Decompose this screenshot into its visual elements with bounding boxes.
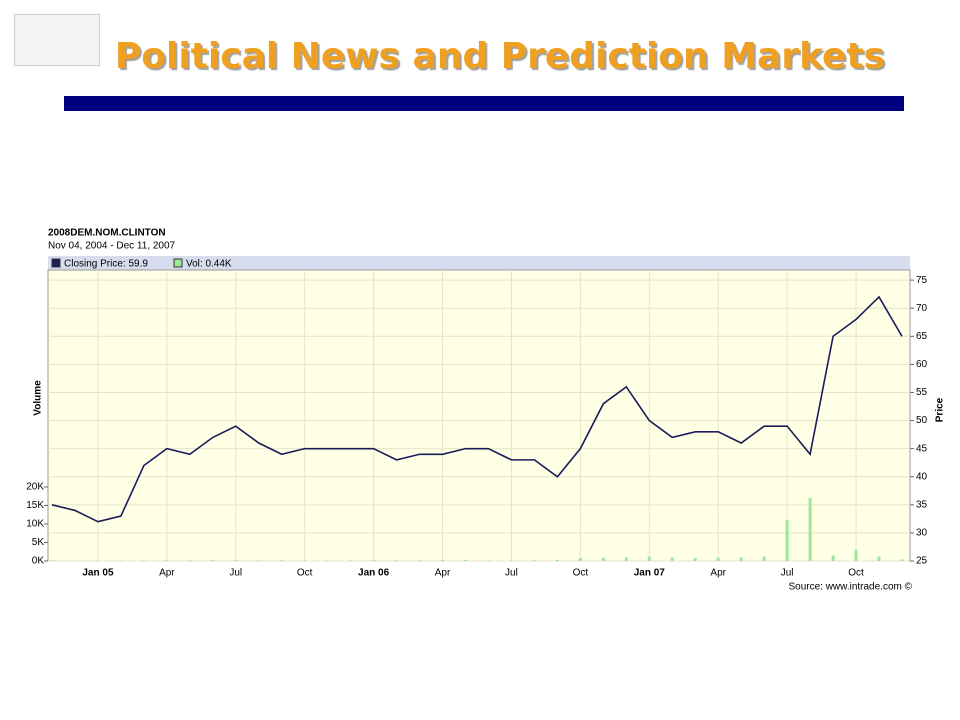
y-tick-label: 70 <box>916 303 928 314</box>
volume-bar <box>716 557 720 561</box>
source: Source: www.intrade.com © <box>788 582 912 593</box>
volume-bar <box>441 560 445 561</box>
feedback-thumbnail <box>14 14 100 66</box>
volume-bar <box>73 560 77 561</box>
volume-bar <box>486 560 490 561</box>
slide-title: Political News and Prediction Markets <box>114 36 886 77</box>
x-tick-label: Jul <box>505 568 518 579</box>
x-tick-label: Jan 07 <box>634 568 666 579</box>
volume-bar <box>349 560 353 561</box>
y2-tick-label: 0K <box>32 556 45 567</box>
volume-bar <box>831 555 835 561</box>
x-tick-label: Apr <box>710 568 726 579</box>
volume-bar <box>257 560 261 561</box>
legend-label: Vol: 0.44K <box>186 259 232 270</box>
volume-bar <box>739 557 743 561</box>
x-tick-label: Jan 06 <box>358 568 390 579</box>
volume-bar <box>119 560 123 561</box>
legend-band <box>48 256 910 270</box>
volume-bar <box>900 559 904 561</box>
volume-bar <box>647 556 651 561</box>
volume-bar <box>303 560 307 561</box>
x-tick-label: Oct <box>297 568 313 579</box>
y2-axis-label: Volume <box>33 380 44 416</box>
volume-bar <box>395 560 399 561</box>
y-axis-label: Price <box>935 397 946 422</box>
volume-bar <box>96 560 100 561</box>
volume-bar <box>464 559 468 561</box>
legend-swatch <box>51 258 61 268</box>
legend-label: Closing Price: 59.9 <box>64 259 148 270</box>
price-line <box>51 295 903 523</box>
volume-bar <box>234 560 238 561</box>
y-tick-label: 50 <box>916 415 928 426</box>
volume-bar <box>372 560 376 561</box>
y2-tick-label: 10K <box>26 519 44 530</box>
y-tick-label: 75 <box>916 275 928 286</box>
x-tick-label: Apr <box>435 568 451 579</box>
title-bar <box>64 96 904 111</box>
volume-bar <box>854 549 858 561</box>
plot-area <box>47 269 911 562</box>
volume-bar <box>532 560 536 561</box>
volume-bar <box>624 557 628 561</box>
volume-bar <box>280 560 284 561</box>
y-tick-label: 65 <box>916 331 928 342</box>
volume-bar <box>142 560 146 561</box>
volume-bar <box>50 560 54 561</box>
volume-bar <box>877 556 881 561</box>
legend-swatch <box>173 258 183 268</box>
volume-bar <box>509 560 513 561</box>
y-tick-label: 35 <box>916 499 928 510</box>
y2-tick-label: 5K <box>32 537 45 548</box>
y-tick-label: 60 <box>916 359 928 370</box>
volume-bar <box>188 560 192 561</box>
volume-bar <box>785 520 789 561</box>
volume-bar <box>555 559 559 561</box>
x-tick-label: Oct <box>848 568 864 579</box>
y-tick-label: 45 <box>916 443 928 454</box>
x-tick-label: Oct <box>573 568 589 579</box>
y-tick-label: 30 <box>916 528 928 539</box>
y-tick-label: 55 <box>916 387 928 398</box>
volume-bar <box>762 556 766 561</box>
y2-tick-label: 20K <box>26 482 44 493</box>
volume-bar <box>601 557 605 561</box>
chart-subtitle: Nov 04, 2004 - Dec 11, 2007 <box>48 241 176 252</box>
volume-bar <box>211 560 215 561</box>
x-tick-label: Apr <box>159 568 175 579</box>
volume-bar <box>578 558 582 561</box>
y-tick-label: 25 <box>916 556 928 567</box>
y2-tick-label: 15K <box>26 500 44 511</box>
volume-bar <box>418 560 422 561</box>
volume-bar <box>808 498 812 561</box>
volume-bar <box>670 557 674 561</box>
y-tick-label: 40 <box>916 471 928 482</box>
chart-title: 2008DEM.NOM.CLINTON <box>48 228 166 239</box>
x-tick-label: Jul <box>781 568 794 579</box>
x-tick-label: Jan 05 <box>82 568 114 579</box>
x-tick-label: Jul <box>229 568 242 579</box>
volume-bar <box>693 558 697 561</box>
volume-bar <box>165 560 169 561</box>
volume-bar <box>326 560 330 561</box>
